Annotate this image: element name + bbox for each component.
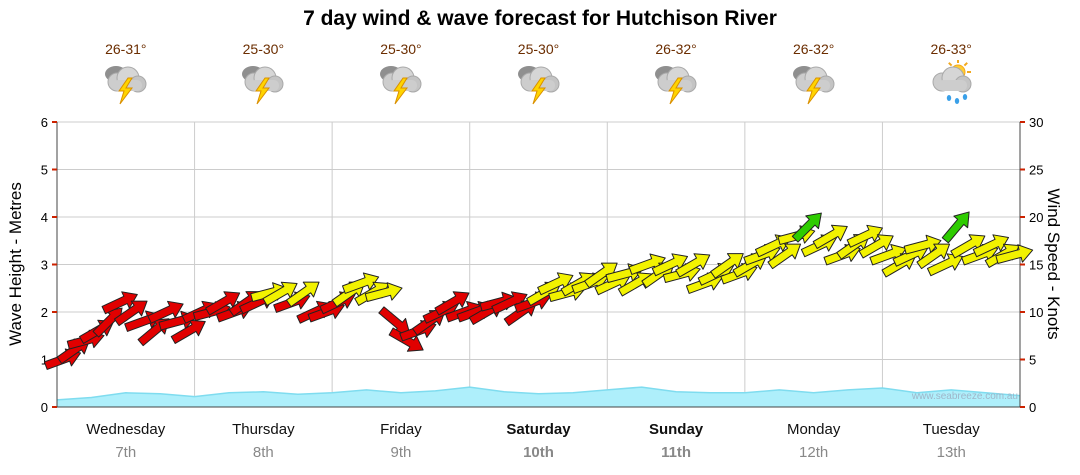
wind-arrow — [434, 291, 470, 316]
day-date-label: 8th — [253, 444, 274, 461]
wind-arrow — [364, 282, 403, 303]
wind-tick-label: 5 — [1029, 353, 1036, 368]
day-date-label: 7th — [115, 444, 136, 461]
day-weather-icon — [237, 60, 289, 108]
thunderstorm-icon — [517, 66, 559, 105]
day-date-label: 9th — [390, 444, 411, 461]
wave-tick-label: 3 — [41, 258, 48, 273]
wind-arrow — [537, 272, 574, 296]
wind-arrow — [170, 319, 206, 344]
thunderstorm-icon — [242, 66, 284, 105]
day-weather-icon — [513, 60, 565, 108]
wind-arrow — [710, 253, 744, 279]
lightning-icon — [117, 77, 133, 105]
thunderstorm-icon — [379, 66, 422, 105]
day-name-label: Saturday — [506, 421, 571, 438]
lightning-icon — [392, 77, 408, 105]
wind-tick-label: 20 — [1029, 210, 1043, 225]
lightning-icon — [255, 77, 271, 105]
wind-arrow — [767, 243, 802, 270]
day-temperature: 26-32° — [655, 41, 697, 57]
day-name-label: Friday — [380, 421, 422, 438]
wind-arrow — [584, 262, 618, 289]
rain-icon — [947, 94, 968, 104]
wave-tick-label: 6 — [41, 115, 48, 130]
wind-arrow — [262, 281, 298, 306]
thunderstorm-icon — [655, 66, 697, 105]
day-date-label: 10th — [523, 444, 554, 461]
day-weather-icon — [788, 60, 840, 108]
day-temperature: 26-31° — [105, 41, 147, 57]
day-temperature: 25-30° — [380, 41, 422, 57]
wind-tick-label: 30 — [1029, 115, 1043, 130]
lightning-icon — [668, 77, 684, 105]
day-temperature: 25-30° — [242, 41, 285, 57]
wind-tick-label: 0 — [1029, 400, 1036, 415]
cloud-icon — [107, 66, 147, 93]
wind-arrow — [926, 253, 964, 277]
day-name-label: Wednesday — [86, 421, 165, 438]
wind-arrow — [916, 243, 951, 270]
wind-tick-label: 25 — [1029, 163, 1043, 178]
day-date-label: 12th — [799, 444, 828, 461]
wave-tick-label: 1 — [41, 353, 48, 368]
thunderstorm-icon — [792, 66, 835, 105]
wave-height-area — [57, 387, 1020, 407]
watermark: www.seabreeze.com.au — [911, 391, 1018, 402]
day-date-label: 11th — [661, 444, 691, 461]
wave-height-line — [56, 386, 1021, 401]
sun-showers-icon — [932, 59, 972, 104]
day-weather-icon — [925, 59, 977, 108]
wind-arrow — [791, 212, 822, 243]
day-weather-icon — [650, 60, 702, 108]
lightning-icon — [805, 77, 821, 105]
day-name-label: Thursday — [232, 421, 295, 438]
chart-title: 7 day wind & wave forecast for Hutchison… — [303, 7, 777, 30]
cloud-icon — [932, 66, 972, 93]
wind-arrow — [205, 291, 241, 316]
day-temperature: 26-33° — [930, 41, 972, 57]
wind-tick-label: 15 — [1029, 258, 1043, 273]
day-name-label: Tuesday — [923, 421, 980, 438]
wind-arrow — [858, 234, 894, 259]
day-name-label: Monday — [787, 421, 841, 438]
day-name-label: Sunday — [649, 421, 704, 438]
wind-arrow — [995, 244, 1034, 265]
wind-arrow — [950, 234, 986, 259]
wave-tick-label: 0 — [41, 400, 48, 415]
lightning-icon — [530, 77, 546, 105]
wind-tick-label: 10 — [1029, 305, 1043, 320]
wind-arrow — [147, 300, 184, 324]
day-weather-icon — [100, 60, 152, 108]
wind-arrow — [812, 224, 848, 249]
day-temperature: 26-32° — [792, 41, 835, 57]
thunderstorm-icon — [104, 66, 147, 105]
wind-arrow — [675, 253, 711, 278]
wave-tick-label: 5 — [41, 163, 48, 178]
wave-tick-label: 2 — [41, 305, 48, 320]
wind-arrow — [285, 281, 320, 308]
wind-arrow — [941, 211, 970, 244]
wind-arrow — [113, 300, 148, 327]
wave-tick-label: 4 — [41, 210, 48, 225]
day-weather-icon — [375, 60, 427, 108]
day-temperature: 25-30° — [517, 41, 560, 57]
day-date-label: 13th — [937, 444, 966, 461]
wind-arrow — [651, 253, 689, 277]
